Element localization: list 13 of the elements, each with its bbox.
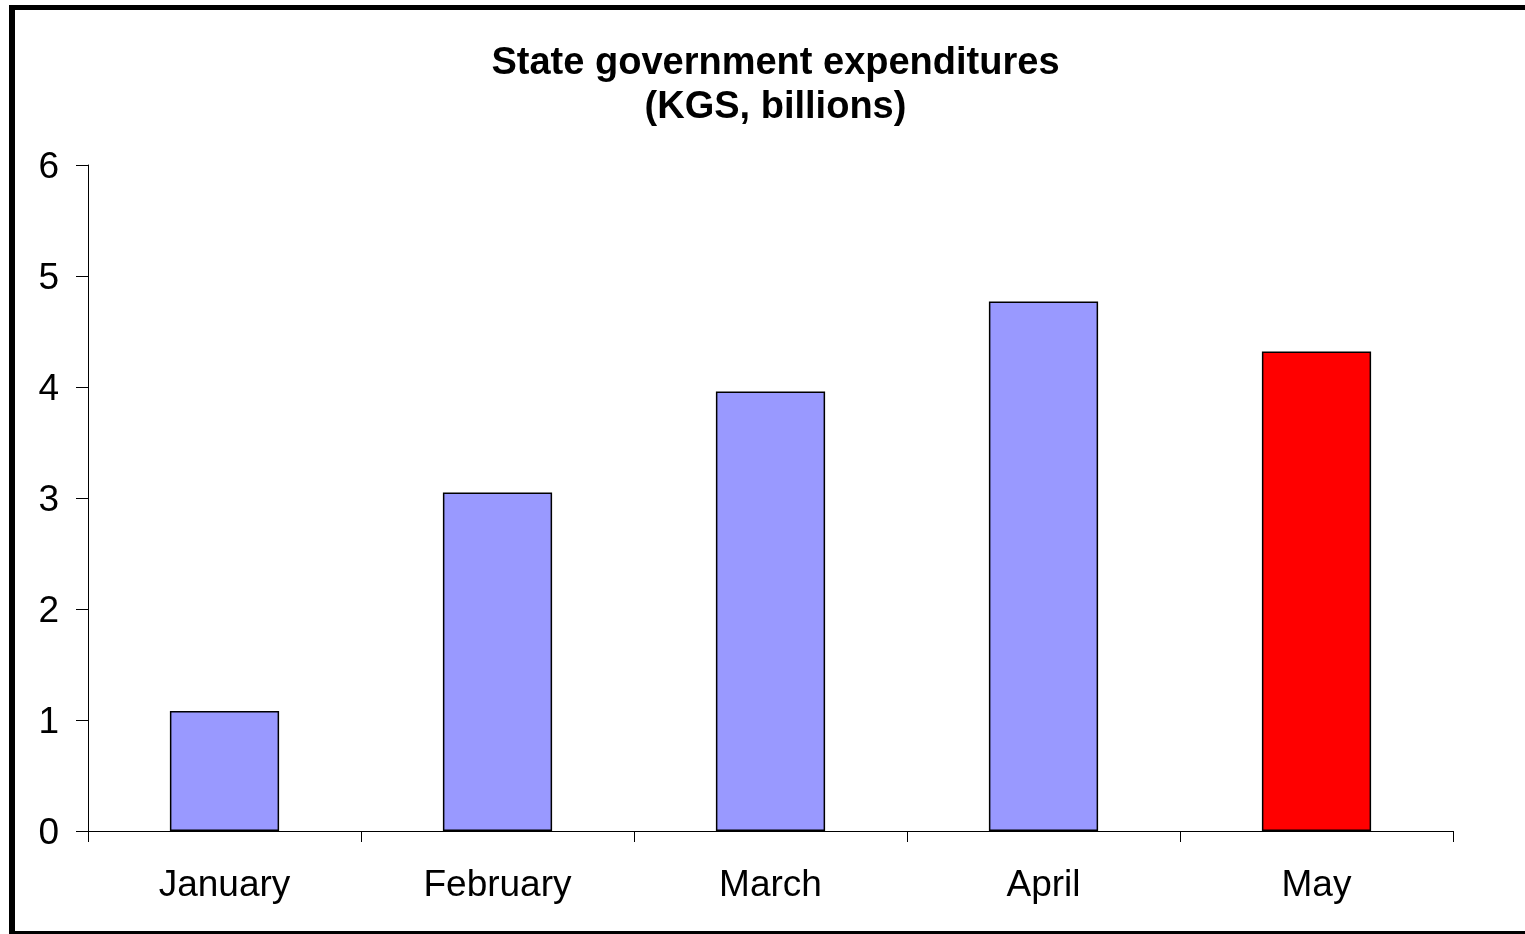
x-tick-label: March [719, 863, 822, 904]
y-tick-label: 0 [38, 810, 59, 852]
x-tick-label: April [1006, 863, 1081, 904]
x-tick-label: May [1281, 863, 1352, 904]
y-tick-label: 2 [38, 588, 59, 630]
x-tick-label: February [423, 863, 573, 904]
y-tick-label: 5 [38, 255, 59, 297]
y-tick-label: 3 [38, 477, 59, 519]
x-tick-label: January [158, 863, 291, 904]
y-tick-label: 6 [38, 144, 59, 186]
chart-title: State government expenditures (KGS, billions) [491, 40, 1060, 126]
y-tick-label: 1 [38, 699, 59, 741]
y-tick-label: 4 [38, 366, 59, 408]
